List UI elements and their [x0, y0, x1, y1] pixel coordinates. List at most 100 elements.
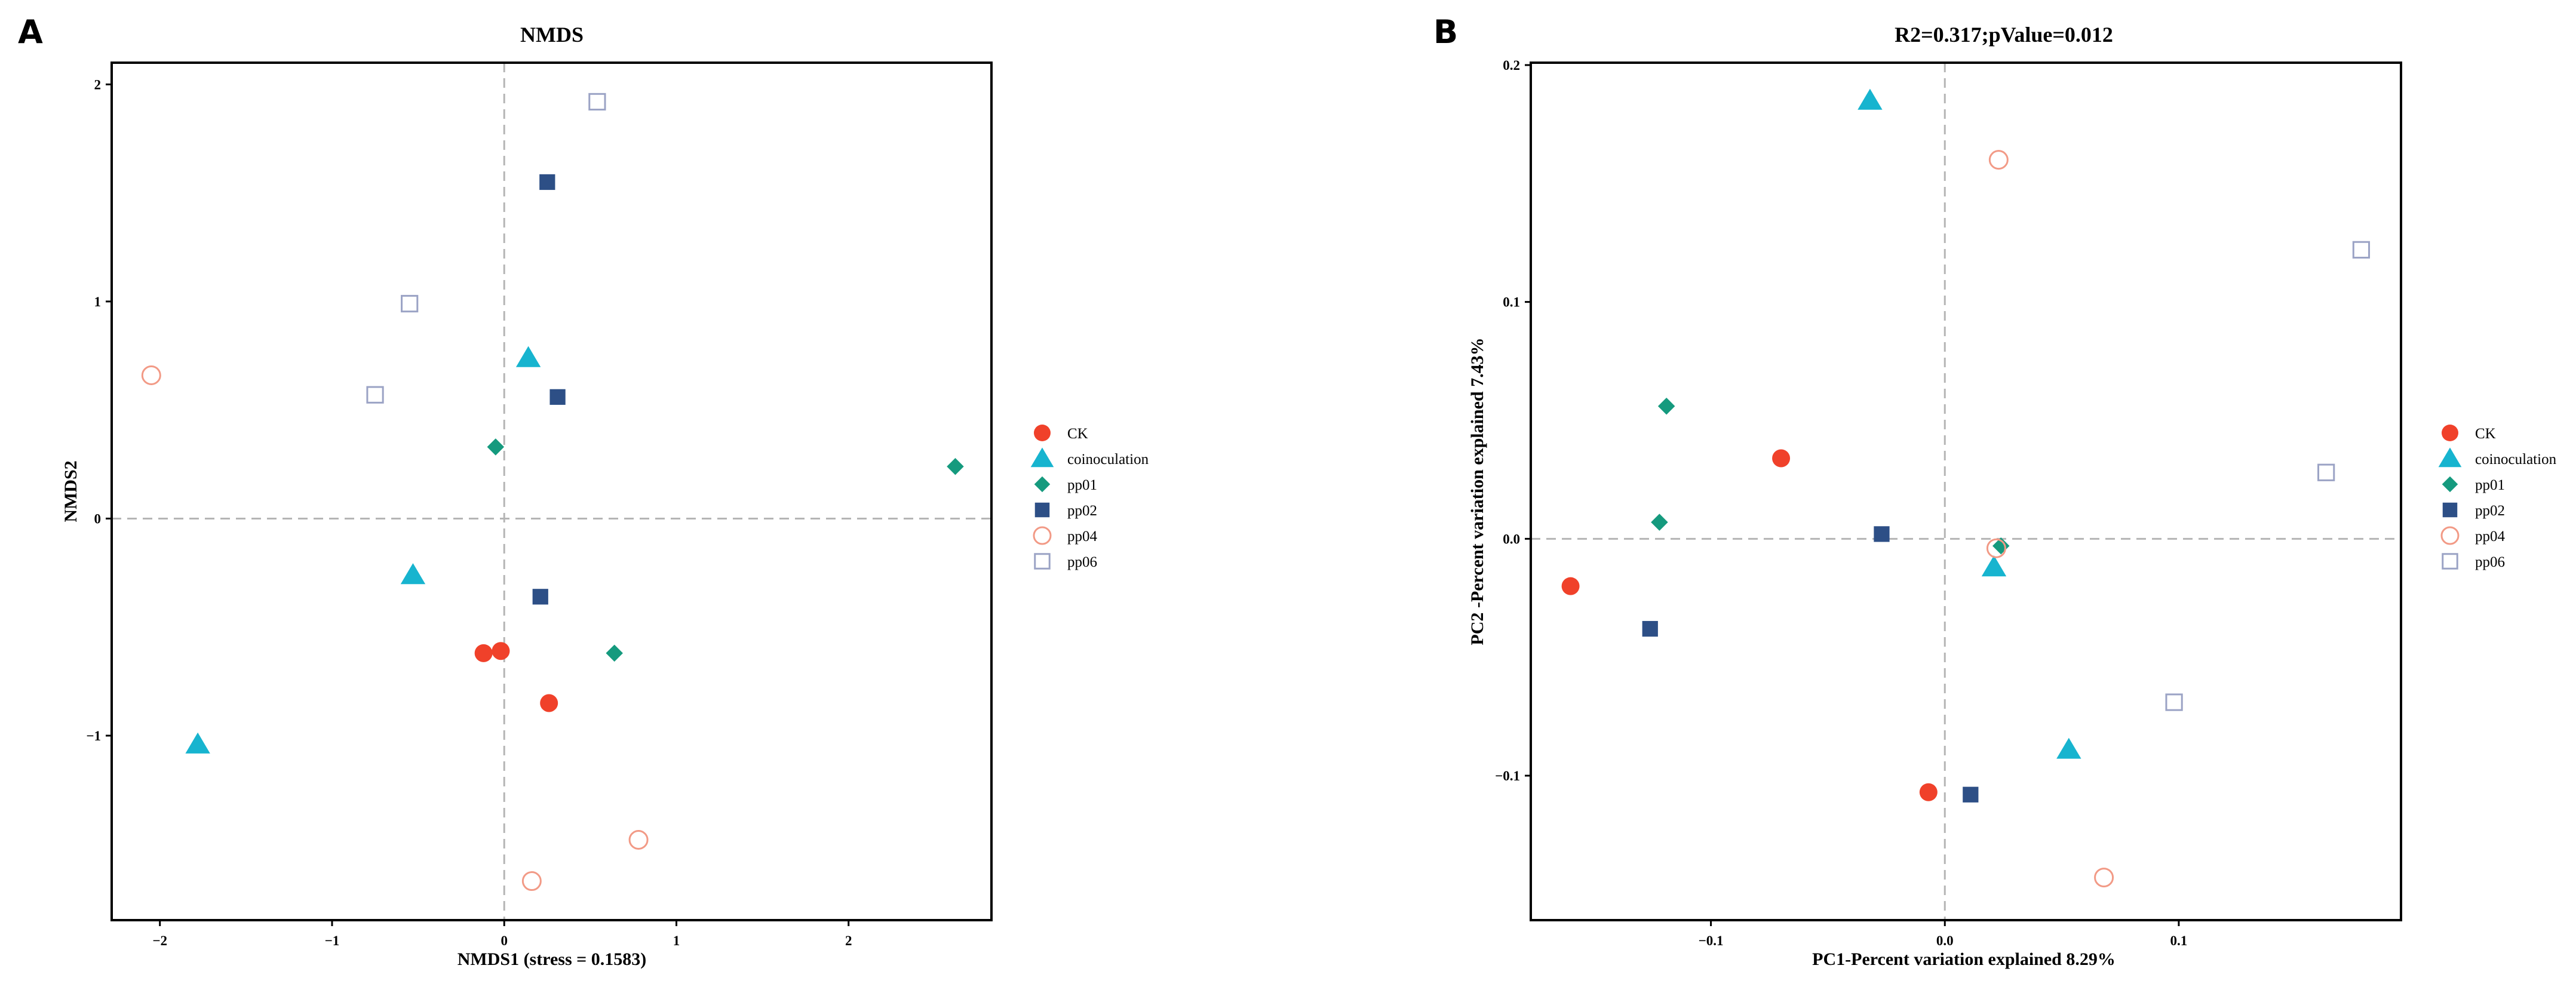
- panel-a-x-ticks: −2 −1 0 1 2: [152, 920, 852, 948]
- panel-b-legend-marker-coinoculation: [2438, 447, 2462, 468]
- panel-b-point-pp02: [1642, 620, 1658, 637]
- panel-a-legend-label: pp02: [1067, 503, 1097, 519]
- panel-b-point-pp01: [1657, 397, 1675, 415]
- panel-a-legend-item-pp01: pp01: [1034, 476, 1097, 493]
- panel-b-legend-label: pp02: [2475, 503, 2505, 519]
- panel-a-point-pp04: [141, 365, 161, 386]
- panel-a-point-coinoculation: [515, 346, 541, 367]
- panel-b-zero-lines: [1531, 63, 2401, 920]
- panel-b-legend-item-pp06: pp06: [2442, 553, 2505, 570]
- panel-b-legend-item-pp02: pp02: [2442, 502, 2505, 519]
- panel-a-y-tick-label: 1: [94, 294, 102, 309]
- panel-b-legend-marker-pp04: [2440, 526, 2460, 545]
- panel-a-point-pp01: [606, 644, 623, 662]
- panel-b-legend-marker-pp02: [2442, 502, 2458, 518]
- panel-b-point-CK: [1561, 577, 1580, 595]
- panel-a-point-pp04: [521, 871, 542, 891]
- panel-b-x-tick-label: 0.0: [1936, 933, 1954, 948]
- panel-a-legend-marker-pp02: [1034, 502, 1050, 518]
- panel-a-x-tick-label: 0: [501, 933, 508, 948]
- panel-b-point-pp04: [1988, 150, 2009, 170]
- panel-a-point-coinoculation: [400, 563, 426, 585]
- panel-b-y-tick-label: −0.1: [1495, 768, 1520, 783]
- panel-b-legend-item-coinoculation: coinoculation: [2438, 447, 2557, 468]
- panel-b-point-pp06: [2317, 463, 2335, 481]
- panel-a-point-pp02: [532, 589, 548, 605]
- panel-b-point-pp01: [1651, 514, 1668, 531]
- panel-a-point-pp01: [947, 457, 964, 475]
- panel-b-y-axis-label: PC2 -Percent variation explained 7.43%: [1467, 337, 1487, 645]
- panel-a-y-ticks: −1 0 1 2: [86, 77, 112, 743]
- panel-b-point-pp04: [1986, 538, 2006, 558]
- panel-b-legend-item-CK: CK: [2442, 425, 2496, 442]
- panel-b-legend-item-pp04: pp04: [2440, 526, 2506, 545]
- panel-b-legend-marker-CK: [2442, 425, 2458, 441]
- panel-b-point-CK: [1772, 449, 1791, 468]
- panel-a-point-CK: [474, 644, 493, 662]
- panel-a-point-coinoculation: [185, 732, 210, 754]
- panel-a-x-axis-label: NMDS1 (stress = 0.1583): [458, 949, 647, 969]
- panel-b-legend-label: CK: [2475, 426, 2496, 442]
- panel-b-point-pp06: [2352, 241, 2371, 259]
- panel-a-legend-item-coinoculation: coinoculation: [1030, 447, 1149, 468]
- panel-a-y-tick-label: 0: [94, 511, 102, 526]
- panel-b-point-pp06: [2165, 693, 2183, 711]
- panel-a-legend-item-pp06: pp06: [1034, 553, 1097, 570]
- panel-a-point-pp01: [487, 438, 505, 456]
- panel-a-y-axis-label: NMDS2: [61, 460, 81, 522]
- panel-b-point-coinoculation: [1857, 88, 1883, 110]
- panel-a-legend: CK coinoculation pp01 pp02 pp04 pp06: [1030, 425, 1149, 570]
- panel-b-title: R2=0.317;pValue=0.012: [1895, 23, 2113, 47]
- panel-a-point-pp06: [588, 93, 606, 111]
- panel-a-legend-item-pp04: pp04: [1033, 526, 1098, 545]
- panel-b-point-pp02: [1874, 526, 1890, 542]
- panel-b-legend-label: pp06: [2475, 554, 2505, 570]
- panel-a-legend-marker-coinoculation: [1030, 447, 1054, 468]
- panel-a-x-tick-label: −2: [152, 933, 167, 948]
- panel-b-point-coinoculation: [2056, 737, 2081, 759]
- panel-b-legend-marker-pp06: [2442, 553, 2458, 570]
- panel-b-point-pp04: [2094, 868, 2114, 888]
- panel-b-y-tick-label: 0.0: [1503, 531, 1520, 546]
- panel-b-point-coinoculation: [1981, 555, 2007, 577]
- panel-a-point-pp04: [628, 829, 649, 850]
- panel-b-x-tick-label: −0.1: [1699, 933, 1724, 948]
- panel-b-point-pp02: [1963, 786, 1979, 803]
- panel-a-y-tick-label: −1: [86, 728, 101, 743]
- panel-a-label: A: [18, 13, 43, 51]
- panel-b-x-axis-label: PC1-Percent variation explained 8.29%: [1812, 949, 2116, 969]
- panel-a-legend-label: coinoculation: [1067, 451, 1149, 468]
- panel-b: B R2=0.317;pValue=0.012 −0.1 0.0 0.1 −0.1 0…: [1433, 13, 2557, 969]
- panel-a-title: NMDS: [520, 23, 584, 47]
- panel-b-y-ticks: −0.1 0.0 0.1 0.2: [1495, 58, 1531, 783]
- panel-b-points: [1561, 88, 2371, 888]
- panel-a-point-pp06: [366, 386, 384, 404]
- panel-a: A NMDS −2 −1 0 1 2 −1 0 1 2 NMDS1 (stress = 0.1…: [18, 13, 1149, 969]
- panel-b-legend: CK coinoculation pp01 pp02 pp04 pp06: [2438, 425, 2557, 570]
- panel-a-point-pp02: [549, 389, 566, 405]
- panel-b-x-tick-label: 0.1: [2170, 933, 2188, 948]
- panel-b-legend-marker-pp01: [2442, 476, 2458, 493]
- panel-b-y-tick-label: 0.1: [1503, 295, 1520, 310]
- panel-a-x-tick-label: 2: [845, 933, 852, 948]
- panel-a-points: [141, 93, 964, 891]
- panel-b-y-tick-label: 0.2: [1503, 58, 1520, 73]
- panel-b-label: B: [1433, 13, 1458, 51]
- panel-a-legend-label: pp01: [1067, 477, 1097, 493]
- panel-b-legend-label: coinoculation: [2475, 451, 2557, 468]
- panel-a-point-CK: [540, 694, 558, 712]
- panel-a-legend-marker-pp01: [1034, 476, 1051, 493]
- panel-b-point-CK: [1919, 783, 1938, 801]
- panel-a-plot-frame: [110, 62, 993, 921]
- panel-a-x-tick-label: −1: [325, 933, 340, 948]
- panel-a-y-tick-label: 2: [94, 77, 102, 92]
- panel-a-x-tick-label: 1: [673, 933, 680, 948]
- panel-a-legend-marker-pp06: [1034, 553, 1051, 570]
- panel-a-point-pp02: [539, 174, 555, 190]
- panel-b-legend-label: pp01: [2475, 477, 2505, 493]
- panel-a-legend-item-CK: CK: [1034, 425, 1088, 442]
- panel-b-x-ticks: −0.1 0.0 0.1: [1699, 920, 2188, 948]
- panel-a-point-CK: [492, 642, 510, 660]
- panel-a-legend-label: pp06: [1067, 554, 1097, 570]
